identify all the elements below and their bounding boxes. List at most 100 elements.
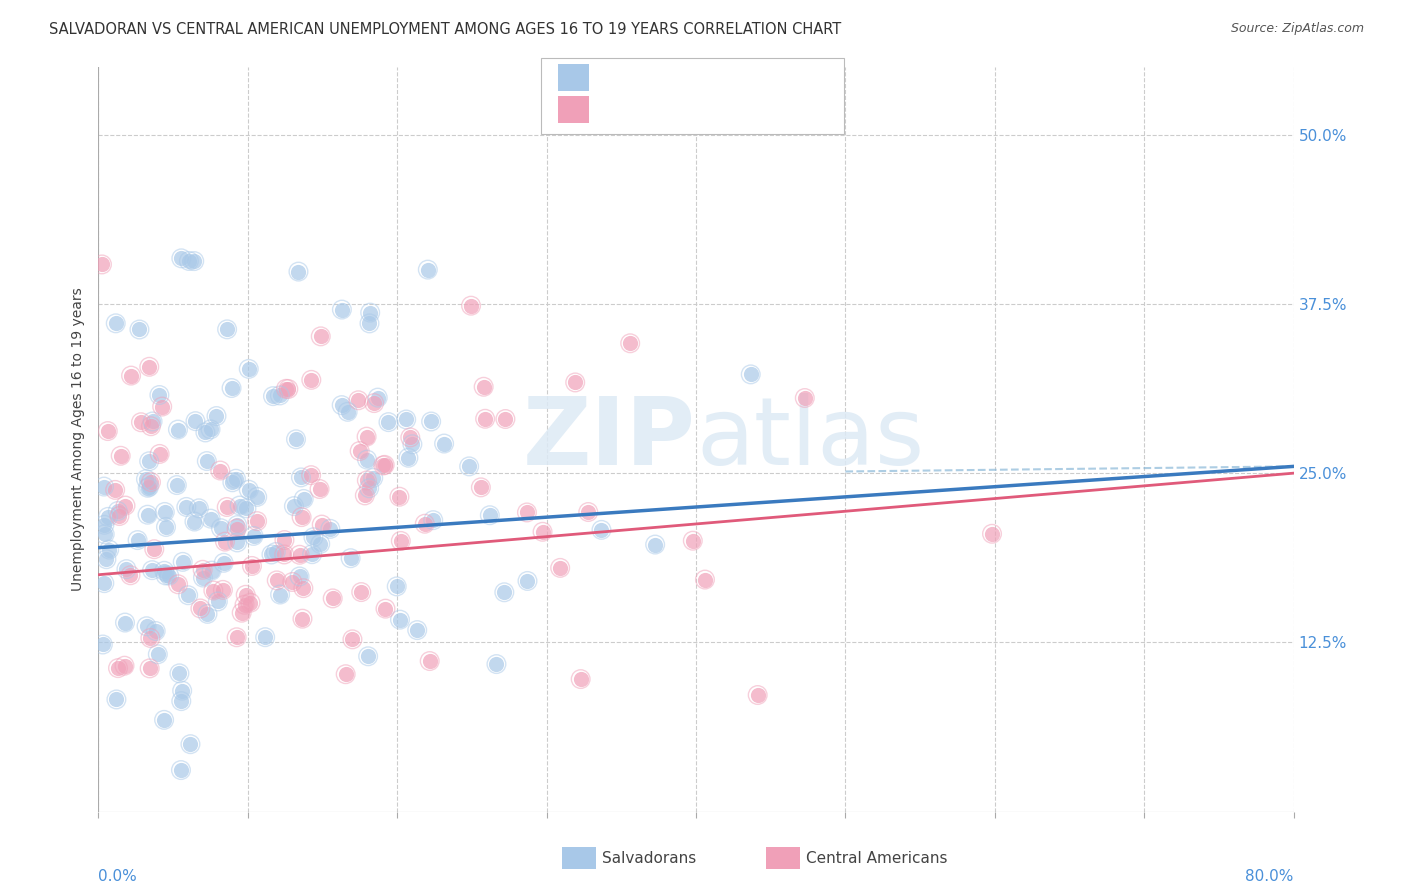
Point	[363, 396, 385, 410]
Point	[114, 499, 136, 513]
Point	[172, 683, 194, 698]
Point	[458, 459, 481, 474]
Point	[191, 570, 214, 584]
Point	[494, 585, 516, 599]
Point	[740, 368, 762, 382]
Point	[416, 262, 439, 277]
Point	[205, 409, 228, 423]
Point	[93, 576, 115, 591]
Point	[225, 522, 247, 536]
Point	[194, 425, 217, 440]
Point	[207, 594, 229, 608]
Point	[201, 564, 224, 578]
Point	[290, 470, 312, 484]
Point	[215, 500, 238, 514]
Point	[373, 458, 395, 473]
Point	[138, 359, 160, 374]
Point	[155, 520, 177, 534]
Point	[569, 672, 592, 686]
Point	[191, 563, 214, 577]
Point	[299, 373, 322, 387]
Point	[395, 412, 418, 426]
Point	[129, 415, 152, 429]
Point	[591, 523, 613, 537]
Point	[682, 533, 704, 548]
Point	[401, 437, 423, 451]
Point	[235, 501, 257, 516]
Point	[291, 510, 314, 524]
Point	[281, 574, 304, 589]
Text: atlas: atlas	[696, 393, 924, 485]
Point	[212, 582, 235, 597]
Point	[226, 535, 249, 549]
Point	[283, 499, 305, 513]
Point	[283, 499, 305, 513]
Point	[170, 252, 193, 266]
Point	[235, 588, 257, 602]
Point	[214, 534, 236, 549]
Point	[194, 425, 217, 440]
Point	[139, 419, 162, 434]
Point	[239, 596, 262, 610]
Point	[359, 317, 381, 331]
Text: 117: 117	[721, 70, 752, 85]
Point	[170, 694, 193, 708]
Point	[311, 517, 333, 532]
Point	[91, 638, 114, 652]
Point	[138, 454, 160, 468]
Point	[385, 579, 408, 593]
Point	[359, 305, 381, 319]
Point	[361, 471, 384, 485]
Point	[330, 302, 353, 317]
Point	[406, 623, 429, 637]
Y-axis label: Unemployment Among Ages 16 to 19 years: Unemployment Among Ages 16 to 19 years	[72, 287, 86, 591]
Point	[277, 382, 299, 396]
Point	[157, 568, 180, 582]
Point	[591, 523, 613, 537]
Point	[96, 552, 118, 566]
Point	[233, 598, 256, 612]
Point	[135, 619, 157, 633]
Point	[291, 612, 314, 626]
Point	[177, 588, 200, 602]
Point	[472, 380, 495, 394]
Point	[195, 454, 218, 468]
Point	[108, 508, 131, 523]
Point	[288, 569, 311, 583]
Point	[153, 713, 176, 727]
Point	[347, 393, 370, 408]
Point	[564, 376, 586, 390]
Point	[564, 376, 586, 390]
Point	[212, 556, 235, 570]
Point	[322, 591, 344, 606]
Point	[302, 530, 325, 544]
Point	[260, 548, 283, 562]
Point	[170, 252, 193, 266]
Point	[195, 454, 218, 468]
Point	[107, 661, 129, 675]
Point	[301, 547, 323, 561]
Point	[264, 545, 287, 559]
Point	[419, 654, 441, 668]
Point	[136, 508, 159, 522]
Point	[273, 548, 295, 562]
Text: 85: 85	[721, 103, 742, 117]
Point	[356, 430, 378, 444]
Point	[516, 505, 538, 519]
Point	[419, 654, 441, 668]
Point	[155, 568, 177, 582]
Point	[274, 382, 297, 396]
Point	[202, 583, 225, 598]
Point	[531, 524, 554, 539]
Point	[146, 647, 169, 661]
Point	[167, 423, 190, 437]
Text: R =: R =	[600, 70, 634, 85]
Point	[120, 368, 142, 383]
Point	[202, 583, 225, 598]
Point	[747, 688, 769, 702]
Point	[287, 264, 309, 278]
Point	[336, 405, 359, 419]
Text: 0.078: 0.078	[631, 70, 679, 85]
Point	[336, 405, 359, 419]
Point	[148, 388, 170, 402]
